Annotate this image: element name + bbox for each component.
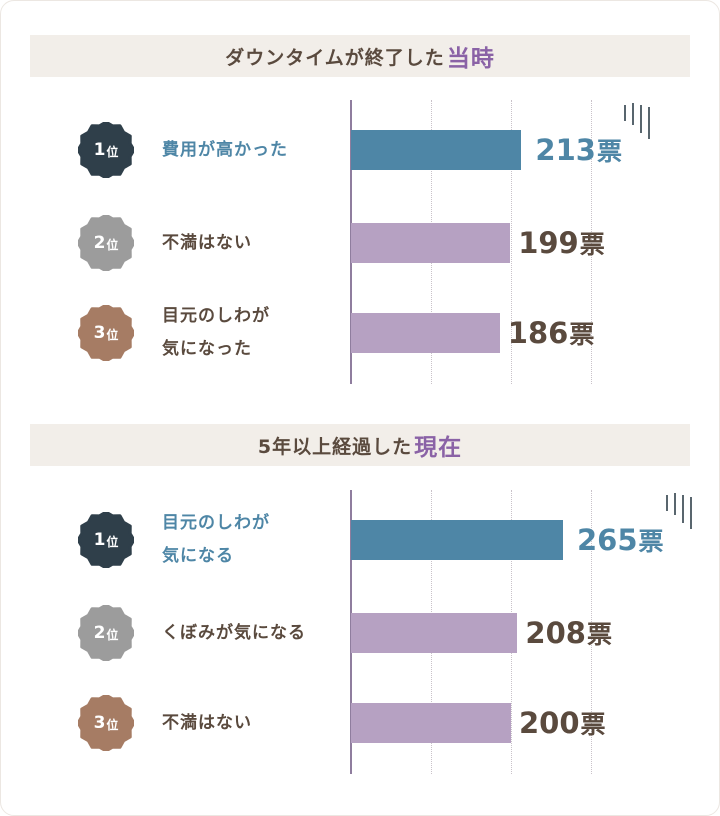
rank-suffix: 位 xyxy=(106,628,119,642)
rank-badge-shape xyxy=(78,122,134,178)
rank-badge-shape xyxy=(78,305,134,361)
data-label-value: 199 xyxy=(518,226,579,260)
chart-row: 1 位目元のしわが 気になる 265 票 xyxy=(0,493,720,580)
rank-number: 2 xyxy=(93,623,106,643)
chart-row: 1 位 費用が高かった 213 票 xyxy=(0,103,720,190)
rank-number: 2 xyxy=(93,233,106,253)
emphasis-marks xyxy=(666,493,692,529)
data-label-value: 213 xyxy=(535,133,596,167)
bar xyxy=(351,223,511,263)
rank-badge-shape xyxy=(78,605,134,661)
emphasis-marks xyxy=(624,103,651,139)
rank-suffix: 位 xyxy=(106,145,119,159)
grid-line xyxy=(591,490,592,774)
rank-suffix: 位 xyxy=(106,718,119,732)
rank-number: 1 xyxy=(93,140,106,160)
data-label-value: 186 xyxy=(507,316,569,350)
data-label-unit: 票 xyxy=(580,710,606,739)
data-label: 208 票 xyxy=(525,593,612,673)
chart-title-main: ダウンタイムが終了した xyxy=(225,46,445,69)
category-label: 不満はない xyxy=(162,683,342,763)
category-label-line: 不満はない xyxy=(162,712,252,733)
chart-row: 2 位 くぼみが気になる 208 票 xyxy=(0,593,720,673)
data-label-value: 200 xyxy=(519,706,580,740)
chart-title-main: 5年以上経過した xyxy=(257,435,413,458)
data-label: 265 票 xyxy=(577,500,664,580)
bar xyxy=(351,130,522,170)
rank-badge-shape xyxy=(78,512,134,568)
chart-title-highlight: 現在 xyxy=(414,435,463,461)
category-label-line: 気になる xyxy=(162,546,234,566)
category-label-line: 気になった xyxy=(162,339,252,359)
category-label-line: くぼみが気になる xyxy=(162,622,306,643)
data-label-unit: 票 xyxy=(596,137,622,166)
chart-row: 3 位 不満はない 200 票 xyxy=(0,683,720,763)
data-label: 200 票 xyxy=(519,683,606,763)
category-label: 目元のしわが 気になる xyxy=(162,500,342,580)
rank-number: 1 xyxy=(93,530,106,550)
category-label-line: 不満はない xyxy=(162,232,252,253)
bar xyxy=(351,703,511,743)
category-label-line: 目元のしわが xyxy=(162,513,270,533)
data-label-value: 208 xyxy=(525,616,586,650)
category-label: 目元のしわが 気になった xyxy=(162,293,342,373)
chart-title-now: 5年以上経過した 現在 xyxy=(30,424,690,466)
category-label-line: 目元のしわが xyxy=(162,306,270,326)
data-label-unit: 票 xyxy=(638,527,664,556)
chart-title-highlight: 当時 xyxy=(446,46,495,72)
data-label-unit: 票 xyxy=(579,230,605,259)
data-label: 186 票 xyxy=(508,293,595,373)
rank-suffix: 位 xyxy=(106,535,119,549)
category-label: くぼみが気になる xyxy=(162,593,342,673)
rank-badge-shape xyxy=(78,215,134,271)
rank-badge-shape xyxy=(78,695,134,751)
rank-number: 3 xyxy=(93,323,106,343)
data-label-unit: 票 xyxy=(586,620,612,649)
category-label: 不満はない xyxy=(162,203,342,283)
category-label-line: 費用が高かった xyxy=(162,139,288,160)
bar xyxy=(351,613,518,653)
data-label-unit: 票 xyxy=(569,320,595,349)
grid-line xyxy=(511,100,512,384)
rank-suffix: 位 xyxy=(106,328,119,342)
chart-row: 3 位目元のしわが 気になった 186 票 xyxy=(0,293,720,373)
chart-title-then: ダウンタイムが終了した 当時 xyxy=(30,35,690,77)
data-label: 199 票 xyxy=(518,203,605,283)
rank-suffix: 位 xyxy=(106,238,119,252)
bar xyxy=(351,313,500,353)
grid-line xyxy=(591,100,592,384)
chart-row: 2 位 不満はない 199 票 xyxy=(0,203,720,283)
rank-number: 3 xyxy=(93,713,106,733)
bar xyxy=(351,520,563,560)
data-label: 213 票 xyxy=(535,110,622,190)
category-label: 費用が高かった xyxy=(162,110,342,190)
data-label-value: 265 xyxy=(577,523,638,557)
